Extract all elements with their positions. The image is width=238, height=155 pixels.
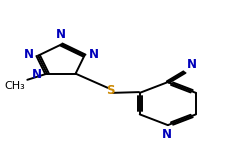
Text: S: S [106,84,114,97]
Text: N: N [24,48,34,61]
Text: N: N [187,58,197,71]
Text: N: N [32,68,42,81]
Text: N: N [89,48,99,61]
Text: N: N [56,28,66,41]
Text: CH₃: CH₃ [5,81,25,91]
Text: N: N [162,128,172,142]
